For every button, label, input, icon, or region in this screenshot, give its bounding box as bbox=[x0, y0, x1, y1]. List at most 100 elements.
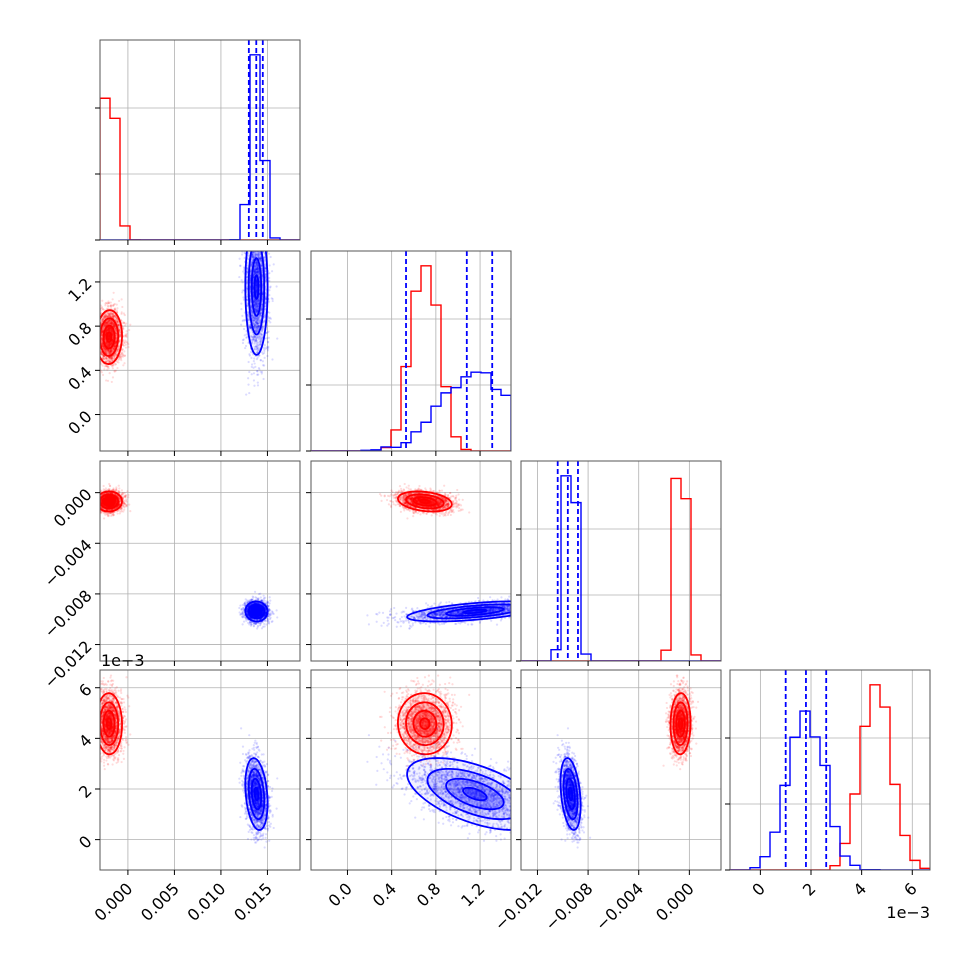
sample-point bbox=[107, 345, 111, 348]
sample-point bbox=[106, 342, 109, 346]
sample-point bbox=[109, 349, 112, 352]
sample-point bbox=[109, 327, 113, 330]
panel-frame bbox=[729, 669, 931, 871]
sample-point bbox=[109, 330, 113, 333]
sample-point bbox=[108, 357, 112, 360]
sample-point bbox=[115, 340, 118, 343]
sample-point bbox=[106, 315, 109, 319]
sample-point bbox=[114, 363, 117, 366]
sample-point bbox=[106, 315, 109, 318]
sample-point bbox=[112, 324, 116, 327]
sample-point bbox=[118, 331, 121, 334]
sample-point bbox=[115, 331, 118, 335]
sample-point bbox=[122, 355, 125, 358]
sample-point bbox=[114, 369, 118, 372]
sample-point bbox=[123, 362, 126, 365]
sample-point bbox=[122, 344, 126, 347]
sample-point bbox=[121, 348, 124, 351]
sample-point bbox=[108, 323, 111, 326]
sample-point bbox=[120, 355, 123, 358]
sample-point bbox=[123, 350, 126, 353]
sample-point bbox=[116, 307, 119, 310]
sample-point bbox=[107, 351, 110, 354]
sample-point bbox=[117, 358, 120, 362]
sample-point bbox=[117, 347, 120, 350]
sample-point bbox=[117, 361, 120, 364]
sample-point bbox=[109, 327, 112, 330]
sample-point bbox=[104, 323, 107, 326]
sample-point bbox=[242, 270, 245, 273]
sample-point bbox=[263, 344, 266, 347]
sample-point bbox=[102, 325, 106, 328]
sample-point bbox=[105, 357, 108, 360]
sample-point bbox=[250, 373, 253, 376]
sample-point bbox=[108, 351, 111, 354]
sample-point bbox=[112, 323, 116, 326]
sample-point bbox=[108, 345, 111, 348]
sample-point bbox=[256, 384, 260, 387]
sample-point bbox=[118, 335, 122, 338]
sample-point bbox=[110, 380, 113, 384]
sample-point bbox=[104, 321, 107, 324]
sample-point bbox=[114, 316, 118, 319]
sample-point bbox=[125, 332, 128, 335]
sample-point bbox=[100, 319, 103, 322]
sample-point bbox=[101, 299, 104, 302]
sample-point bbox=[125, 340, 128, 343]
sample-point bbox=[250, 365, 253, 368]
sample-point bbox=[111, 304, 115, 307]
sample-point bbox=[107, 334, 110, 338]
sample-point bbox=[242, 296, 245, 299]
sample-point bbox=[118, 331, 122, 334]
sample-point bbox=[111, 349, 114, 352]
histogram-series-1 bbox=[311, 371, 511, 451]
sample-point bbox=[109, 342, 112, 346]
sample-point bbox=[242, 319, 245, 322]
sample-point bbox=[101, 338, 104, 341]
sample-point bbox=[109, 329, 112, 332]
sample-point bbox=[112, 364, 115, 367]
sample-point bbox=[100, 371, 103, 374]
sample-point bbox=[268, 264, 271, 267]
sample-point bbox=[111, 298, 114, 301]
sample-point bbox=[119, 355, 122, 358]
sample-point bbox=[103, 357, 106, 361]
sample-point bbox=[103, 355, 106, 358]
sample-point bbox=[123, 354, 127, 357]
sample-point bbox=[111, 315, 115, 318]
sample-point bbox=[250, 356, 253, 359]
sample-point bbox=[110, 322, 113, 325]
sample-point bbox=[120, 359, 123, 362]
sample-point bbox=[127, 345, 130, 349]
sample-point bbox=[107, 312, 110, 315]
sample-point bbox=[107, 319, 110, 322]
sample-point bbox=[112, 347, 115, 350]
sample-point bbox=[111, 367, 114, 370]
sample-point bbox=[100, 307, 104, 310]
histogram-series-0 bbox=[730, 684, 930, 870]
sample-point bbox=[110, 312, 113, 316]
sample-point bbox=[118, 344, 121, 348]
sample-point bbox=[102, 354, 105, 358]
sample-point bbox=[110, 364, 114, 367]
sample-point bbox=[109, 360, 112, 363]
sample-point bbox=[114, 341, 118, 344]
sample-point bbox=[107, 335, 110, 338]
sample-point bbox=[106, 320, 110, 323]
sample-point bbox=[102, 355, 106, 358]
sample-point bbox=[109, 321, 113, 324]
sample-point bbox=[104, 349, 107, 352]
sample-point bbox=[241, 281, 244, 284]
sample-point bbox=[105, 313, 108, 317]
sample-point bbox=[247, 377, 250, 380]
sample-point bbox=[117, 345, 120, 348]
sample-point bbox=[239, 264, 242, 268]
sample-point bbox=[103, 325, 106, 328]
sample-point bbox=[109, 352, 112, 355]
sample-point bbox=[109, 351, 112, 354]
sample-point bbox=[248, 354, 252, 357]
sample-point bbox=[250, 363, 254, 366]
sample-point bbox=[104, 336, 107, 339]
sample-point bbox=[112, 315, 115, 318]
sample-point bbox=[110, 320, 113, 323]
